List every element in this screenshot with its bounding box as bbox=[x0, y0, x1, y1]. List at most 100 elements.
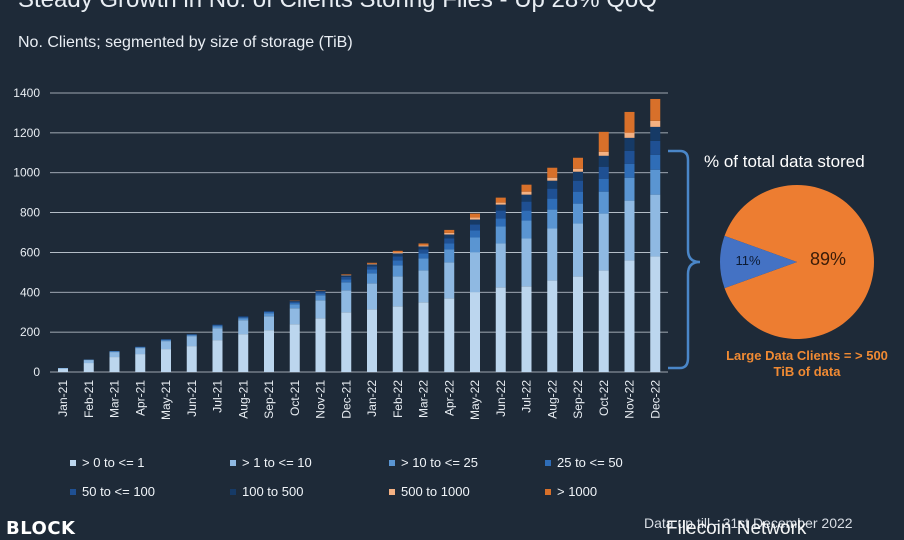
bracket bbox=[668, 151, 700, 368]
bar-segment bbox=[444, 233, 454, 235]
bar-segment bbox=[367, 266, 377, 269]
bar-segment bbox=[135, 354, 145, 372]
bar-segment bbox=[470, 252, 480, 292]
y-tick-label: 1400 bbox=[13, 86, 40, 100]
y-tick-label: 200 bbox=[20, 325, 40, 339]
bar-segment bbox=[599, 192, 609, 214]
bar-segment bbox=[419, 302, 429, 372]
legend-swatch bbox=[70, 460, 76, 466]
pie-label-large: 89% bbox=[810, 249, 846, 269]
x-tick-label: Apr-21 bbox=[133, 380, 147, 416]
x-tick-label: Jul-22 bbox=[520, 380, 534, 413]
bar-segment bbox=[470, 237, 480, 252]
y-tick-label: 400 bbox=[20, 285, 40, 299]
bar-segment bbox=[599, 156, 609, 167]
bar-segment bbox=[110, 352, 120, 357]
bar-segment bbox=[599, 270, 609, 372]
bar-segment bbox=[650, 127, 660, 141]
bar-segment bbox=[625, 151, 635, 164]
bar-segment bbox=[444, 230, 454, 233]
bar-segment bbox=[290, 301, 300, 302]
bar-segment bbox=[650, 256, 660, 372]
legend-item: > 0 to <= 1 bbox=[70, 455, 145, 470]
bracket-line bbox=[668, 151, 700, 368]
pie-note: Large Data Clients = > 500 TiB of data bbox=[722, 348, 892, 380]
bar-segment bbox=[470, 220, 480, 225]
x-tick-label: Oct-21 bbox=[288, 380, 302, 416]
bar-segment bbox=[470, 218, 480, 220]
bar-segment bbox=[264, 311, 274, 312]
bar-segment bbox=[110, 351, 120, 352]
x-tick-label: Sep-21 bbox=[262, 380, 276, 419]
bar-segment bbox=[341, 312, 351, 372]
bar-segment bbox=[470, 214, 480, 218]
bar-segment bbox=[238, 317, 248, 318]
bar-segment bbox=[522, 221, 532, 239]
legend-swatch bbox=[389, 489, 395, 495]
bar-segment bbox=[316, 295, 326, 300]
pie-label-small: 11% bbox=[735, 253, 760, 268]
bar-segment bbox=[238, 320, 248, 334]
bar-segment bbox=[547, 181, 557, 189]
bar-segment bbox=[419, 253, 429, 258]
bar-segment bbox=[367, 263, 377, 264]
bar-segment bbox=[625, 260, 635, 372]
bar-segment bbox=[573, 204, 583, 224]
bar-segment bbox=[496, 227, 506, 244]
legend-item: 25 to <= 50 bbox=[545, 455, 623, 470]
bar-segment bbox=[393, 260, 403, 265]
legend-item: 100 to 500 bbox=[230, 484, 303, 499]
x-tick-label: Jun-22 bbox=[494, 380, 508, 417]
bar-segment bbox=[573, 192, 583, 204]
x-tick-label: Jul-21 bbox=[211, 380, 225, 413]
x-tick-label: Apr-22 bbox=[442, 380, 456, 416]
bar-segment bbox=[419, 258, 429, 270]
x-tick-label: Aug-22 bbox=[545, 380, 559, 419]
bar-segment bbox=[625, 138, 635, 151]
legend-label: > 1 to <= 10 bbox=[242, 455, 312, 470]
legend-label: > 10 to <= 25 bbox=[401, 455, 478, 470]
bar-segment bbox=[419, 246, 429, 249]
bar-segment bbox=[547, 189, 557, 199]
bar-segment bbox=[187, 335, 197, 336]
bar-segment bbox=[650, 121, 660, 127]
bar-segment bbox=[341, 279, 351, 282]
bar-segment bbox=[316, 292, 326, 294]
bar-segment bbox=[341, 277, 351, 279]
bar-segment bbox=[213, 328, 223, 340]
bar-segment bbox=[573, 158, 583, 169]
legend-item: > 10 to <= 25 bbox=[389, 455, 478, 470]
bar-segment bbox=[264, 312, 274, 313]
bar-segment bbox=[238, 334, 248, 372]
bar-segment bbox=[522, 192, 532, 195]
bar-segment bbox=[58, 368, 68, 369]
bar-segment bbox=[316, 318, 326, 372]
bar-segment bbox=[573, 169, 583, 172]
x-tick-label: Feb-21 bbox=[82, 380, 96, 418]
bar-segment bbox=[625, 133, 635, 138]
bar-segment bbox=[547, 210, 557, 229]
bar-segment bbox=[522, 286, 532, 372]
bar-segment bbox=[547, 168, 557, 178]
bar-segment bbox=[496, 211, 506, 219]
y-tick-label: 0 bbox=[33, 365, 40, 379]
legend-swatch bbox=[545, 460, 551, 466]
bar-segment bbox=[650, 195, 660, 257]
x-tick-label: May-21 bbox=[159, 380, 173, 420]
x-tick-label: Aug-21 bbox=[236, 380, 250, 419]
bar-segment bbox=[161, 340, 171, 341]
bar-segment bbox=[547, 280, 557, 372]
bar-segment bbox=[470, 292, 480, 372]
y-tick-label: 1000 bbox=[13, 166, 40, 180]
bar-segment bbox=[84, 363, 94, 372]
bar-segment bbox=[393, 252, 403, 253]
y-tick-label: 800 bbox=[20, 206, 40, 220]
legend-label: 50 to <= 100 bbox=[82, 484, 155, 499]
legend-label: 25 to <= 50 bbox=[557, 455, 623, 470]
y-tick-label: 600 bbox=[20, 245, 40, 259]
pie-title: % of total data stored bbox=[704, 152, 865, 172]
x-tick-label: May-22 bbox=[468, 380, 482, 420]
bar-segment bbox=[161, 340, 171, 341]
bar-segment bbox=[522, 195, 532, 202]
